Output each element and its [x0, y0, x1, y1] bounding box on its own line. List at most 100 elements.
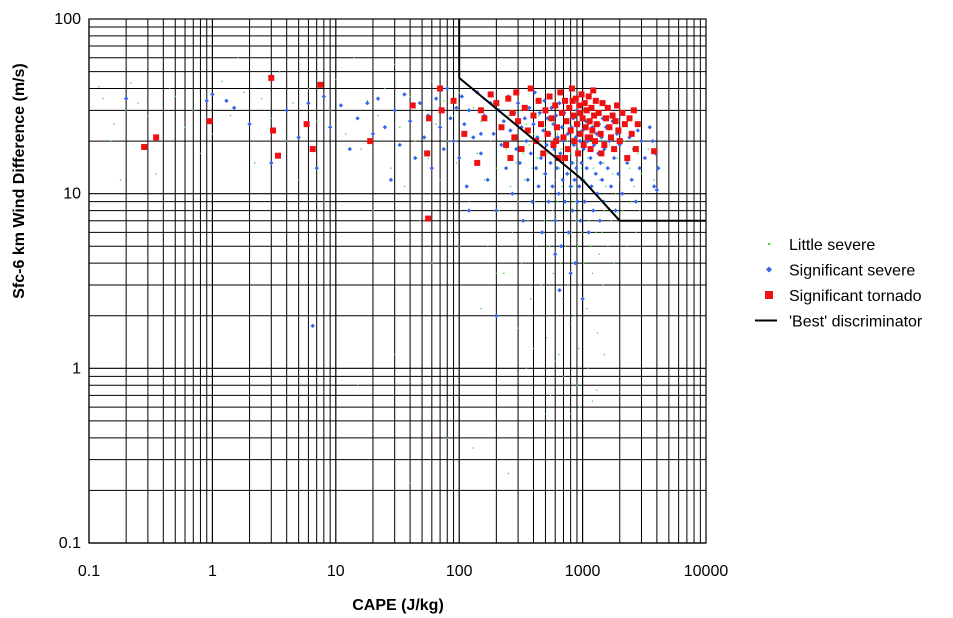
significant-tornado-point [570, 112, 577, 119]
significant-tornado-point [615, 127, 622, 134]
little-severe-point [608, 144, 611, 146]
significant-severe-point [591, 142, 597, 148]
legend-label: Little severe [789, 237, 875, 254]
little-severe-point [603, 353, 606, 356]
significant-tornado-point [575, 150, 582, 157]
little-severe-point [584, 179, 586, 181]
little-severe-point [524, 179, 526, 181]
little-severe-point [522, 152, 524, 155]
significant-tornado-point [611, 146, 618, 153]
legend-marker [765, 291, 773, 299]
little-severe-point [155, 173, 157, 175]
significant-severe-point [347, 146, 353, 152]
little-severe-point [639, 209, 641, 212]
significant-tornado-point [586, 118, 593, 125]
significant-tornado-point [603, 115, 610, 122]
significant-tornado-point [437, 85, 444, 92]
significant-severe-point [611, 155, 617, 161]
gridlines [88, 18, 707, 544]
significant-severe-point [388, 177, 394, 183]
significant-severe-point [454, 105, 459, 111]
little-severe-point [236, 57, 239, 59]
significant-tornado-point [553, 124, 560, 131]
little-severe-point [414, 140, 416, 142]
little-severe-point [583, 262, 585, 264]
significant-severe-point [459, 94, 465, 99]
significant-severe-point [536, 184, 541, 189]
little-severe-point [544, 126, 547, 128]
significant-tornado-point [581, 100, 588, 107]
little-severe-point [527, 220, 529, 222]
significant-severe-point [553, 252, 558, 257]
significant-tornado-point [513, 89, 520, 96]
little-severe-point [503, 272, 505, 275]
little-severe-point [635, 231, 637, 234]
little-severe-point [439, 179, 441, 181]
little-severe-point [431, 262, 433, 264]
significant-severe-point [595, 191, 600, 196]
significant-severe-point [327, 125, 333, 130]
significant-severe-point [429, 165, 435, 171]
little-severe-point [591, 272, 594, 275]
significant-severe-point [508, 128, 513, 133]
significant-tornado-point [274, 152, 281, 159]
significant-severe-point [548, 160, 553, 166]
little-severe-point [480, 120, 482, 122]
little-severe-point [653, 179, 655, 181]
little-severe-point [601, 231, 603, 234]
little-severe-point [566, 140, 568, 142]
significant-severe-point [538, 155, 544, 161]
little-severe-point [578, 347, 580, 350]
little-severe-point [507, 114, 510, 117]
y-tick-label: 0.1 [59, 535, 81, 552]
significant-tornado-point [548, 115, 555, 122]
significant-tornado-point [544, 130, 551, 137]
significant-severe-point [637, 165, 642, 171]
little-severe-point [490, 140, 492, 142]
little-severe-point [557, 201, 559, 203]
significant-severe-point [494, 313, 499, 318]
significant-tornado-point [515, 118, 522, 125]
little-severe-point [633, 185, 635, 188]
little-severe-point [588, 220, 590, 222]
significant-severe-point [421, 135, 427, 140]
significant-severe-point [224, 98, 229, 104]
significant-tornado-point [564, 146, 571, 153]
little-severe-point [570, 231, 573, 234]
little-severe-point [581, 231, 583, 234]
little-severe-point [517, 201, 519, 203]
little-severe-point [260, 98, 263, 100]
little-severe-point [551, 209, 554, 212]
significant-severe-point [365, 100, 370, 106]
significant-severe-point [656, 165, 661, 171]
little-severe-point [536, 157, 539, 159]
significant-severe-point [413, 155, 418, 161]
plot-frame [88, 18, 707, 544]
legend-label: Significant tornado [789, 288, 922, 305]
significant-severe-point [566, 230, 571, 235]
significant-severe-point [594, 131, 599, 137]
little-severe-point [565, 245, 567, 247]
little-severe-point [640, 173, 643, 175]
significant-severe-point [565, 131, 571, 137]
little-severe-point [507, 472, 510, 475]
significant-tornado-point [590, 87, 597, 94]
significant-severe-point [654, 187, 660, 193]
little-severe-point [554, 179, 556, 181]
significant-severe-point [553, 113, 559, 118]
significant-severe-point [588, 155, 593, 161]
significant-severe-point [554, 165, 560, 171]
little-severe-point [573, 201, 576, 203]
little-severe-point [483, 179, 486, 181]
series-2 [141, 74, 658, 222]
significant-tornado-point [563, 118, 570, 125]
little-severe-point [628, 167, 631, 169]
significant-severe-point [586, 230, 591, 235]
significant-severe-point [556, 191, 561, 196]
y-tick-label: 1 [72, 360, 81, 377]
x-tick-label: 10 [327, 563, 345, 580]
significant-severe-point [578, 218, 583, 223]
significant-tornado-point [550, 141, 557, 148]
significant-severe-point [457, 155, 462, 161]
significant-severe-point [382, 125, 388, 130]
